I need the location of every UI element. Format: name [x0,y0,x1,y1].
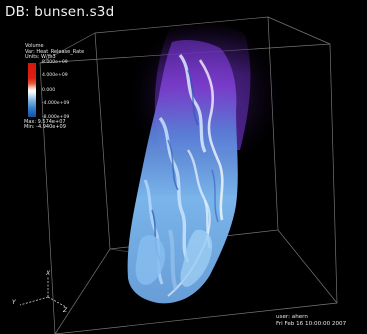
user-name: user: ahern [276,314,308,320]
legend-tick: -4.000e+09 [42,101,70,106]
legend-tick: 0.000 [42,88,56,93]
legend-units: Units: W/m3 [25,54,56,60]
database-label: DB: bunsen.s3d [5,4,115,20]
axis-x-label: X [46,270,51,277]
axis-y-label: Y [12,299,16,306]
flame-surface [127,40,238,304]
legend-min: Min: -4.940e+09 [24,124,66,130]
axis-z-label: Z [63,307,68,314]
color-bar [28,63,36,117]
legend-tick: 8.000e+09 [42,60,68,65]
legend-tick: 4.000e+09 [42,73,68,78]
axis-triad [19,276,67,308]
timestamp: Fri Feb 16 10:00:00 2007 [276,320,347,327]
legend-tick: -8.000e+09 [42,115,70,120]
user-info: user: ahern Fri Feb 16 10:00:00 2007 [276,314,346,328]
legend-plot-type: Volume [25,43,44,49]
legend-max: Max: 9.574e+07 [24,119,66,125]
legend-variable: Var: Heat_Release_Rate [25,49,85,55]
